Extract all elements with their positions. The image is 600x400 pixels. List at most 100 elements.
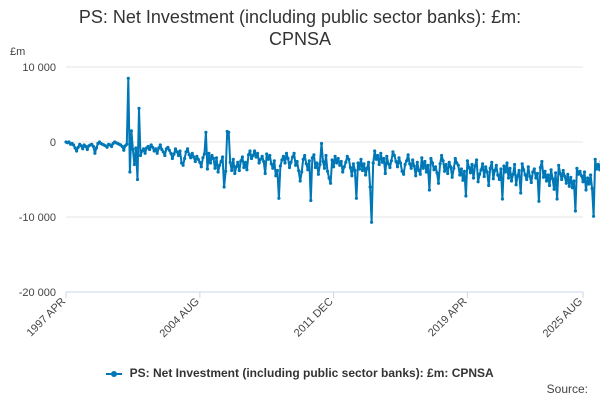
series-point <box>329 181 333 185</box>
series-point <box>219 159 223 164</box>
series-point <box>339 159 343 164</box>
series-point <box>452 166 456 170</box>
series-point <box>148 147 152 152</box>
series-point <box>289 160 293 164</box>
series-point <box>265 152 269 156</box>
series-point <box>211 156 216 161</box>
series-point <box>221 155 225 159</box>
series-point <box>345 154 349 158</box>
series-point <box>312 153 316 157</box>
series-point <box>93 151 97 155</box>
series-point <box>440 153 444 158</box>
series-point <box>313 165 317 170</box>
series-point <box>586 176 590 180</box>
series-point <box>543 169 547 173</box>
y-tick-label: -20 000 <box>19 287 56 299</box>
series-point <box>359 157 363 161</box>
series-point <box>411 158 415 162</box>
series-point <box>493 168 497 173</box>
series-point <box>427 188 431 192</box>
series-point <box>388 165 392 170</box>
series-point <box>138 153 143 158</box>
series-point <box>570 186 575 190</box>
series-point <box>456 163 460 167</box>
series-point <box>327 176 331 180</box>
series-point <box>233 171 237 176</box>
series-point <box>374 157 378 161</box>
series-point <box>259 157 263 161</box>
series-point <box>90 142 94 146</box>
series-point <box>438 162 442 166</box>
series-point <box>488 166 492 170</box>
y-tick-label: 10 000 <box>22 62 56 74</box>
series-point <box>268 153 272 158</box>
series-point <box>394 159 398 164</box>
series-point <box>386 162 390 166</box>
series-point <box>360 168 365 173</box>
y-axis-unit-label: £m <box>10 46 26 58</box>
series-point <box>418 172 422 176</box>
series-point <box>575 166 579 170</box>
series-point <box>294 163 298 167</box>
series-point <box>436 181 441 185</box>
series-point <box>595 167 599 171</box>
series-point <box>227 130 231 134</box>
series-point <box>134 146 138 150</box>
series-point <box>491 177 495 181</box>
series-point <box>91 144 95 149</box>
series-point <box>315 161 319 165</box>
series-point <box>414 174 418 178</box>
series-point <box>85 147 89 152</box>
series-point <box>415 160 419 164</box>
series-point <box>284 151 289 155</box>
series-point <box>67 140 71 144</box>
chart-title-line2: CPNSA <box>268 29 331 49</box>
series-point <box>470 162 474 167</box>
series-point <box>494 163 498 167</box>
series-point <box>151 145 155 149</box>
series-point <box>449 165 453 169</box>
series-point <box>342 165 346 169</box>
series-point <box>94 146 98 150</box>
series-point <box>239 159 243 163</box>
series-point <box>205 167 209 171</box>
series-point <box>319 141 324 146</box>
series-point <box>195 154 199 158</box>
series-point <box>140 149 144 153</box>
series-point <box>292 151 296 155</box>
series-point <box>424 170 428 174</box>
series-point <box>262 159 266 164</box>
legend: PS: Net Investment (including public sec… <box>0 366 600 380</box>
series-point <box>166 145 170 149</box>
series-point <box>558 171 562 176</box>
series-point <box>392 153 396 158</box>
series-point <box>468 171 473 175</box>
series-point <box>186 147 190 151</box>
series-point <box>582 170 587 174</box>
series-point <box>395 165 400 169</box>
series-point <box>555 197 559 201</box>
series-point <box>176 153 181 158</box>
series-point <box>432 168 436 172</box>
series-point <box>502 164 506 168</box>
series-point <box>266 157 270 161</box>
series-point <box>391 150 395 154</box>
series-point <box>592 214 596 218</box>
series-point <box>379 151 383 155</box>
series-point <box>453 156 457 161</box>
series-point <box>202 152 206 156</box>
series-point <box>423 159 427 164</box>
series-point <box>572 179 576 183</box>
series-point <box>335 161 339 165</box>
series-point <box>505 161 509 165</box>
series-point <box>541 175 546 179</box>
series-point <box>187 153 191 157</box>
series-point <box>72 143 76 147</box>
series-point <box>131 147 135 152</box>
x-tick-label: 1997 APR <box>25 296 69 340</box>
y-tick-label: -10 000 <box>19 212 56 224</box>
series-point <box>158 143 162 147</box>
x-tick-label: 2011 DEC <box>292 296 336 340</box>
series-point <box>242 165 246 170</box>
series-point <box>464 194 468 198</box>
